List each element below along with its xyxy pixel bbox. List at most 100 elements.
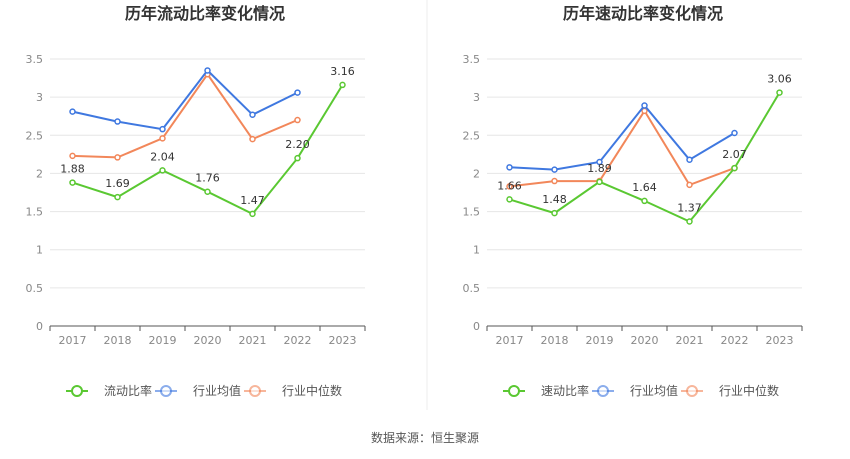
y-tick-label: 2.5 — [26, 129, 44, 142]
data-point-industry_avg — [159, 125, 166, 133]
y-tick-label: 0 — [36, 320, 43, 333]
y-tick-label: 0 — [473, 320, 480, 333]
data-point-company — [249, 210, 256, 218]
data-point-industry_avg — [731, 129, 738, 137]
data-label: 2.07 — [722, 148, 747, 161]
data-point-company — [776, 89, 783, 96]
data-point-company — [596, 178, 603, 186]
data-point-industry_avg — [204, 67, 211, 74]
data-label: 2.04 — [150, 150, 175, 163]
data-point-industry_avg — [641, 102, 648, 109]
data-label: 1.76 — [195, 172, 220, 185]
data-label: 1.48 — [542, 193, 567, 206]
x-tick-label: 2023 — [766, 334, 794, 347]
x-tick-label: 2021 — [239, 334, 267, 347]
data-label: 1.69 — [105, 177, 130, 190]
series-line-industry_median — [509, 109, 735, 188]
data-point-company — [159, 167, 166, 174]
data-point-company — [686, 218, 693, 225]
data-point-company — [339, 81, 346, 89]
x-tick-label: 2022 — [284, 334, 312, 347]
source-label: 数据来源：恒生聚源 — [371, 430, 479, 445]
y-tick-label: 1.5 — [463, 206, 481, 219]
legend-marker-industry_avg — [160, 385, 172, 397]
chart-panel-2: 历年速动比率变化情况 0 0.5 1 1.5 2 2.5 3 3.5 2017 2018 2019 20… — [463, 4, 803, 398]
x-tick-label: 2018 — [541, 334, 569, 347]
x-tick-label: 2019 — [586, 334, 614, 347]
data-label: 1.37 — [677, 201, 702, 214]
legend-label: 行业中位数 — [282, 383, 342, 398]
x-tick-label: 2018 — [104, 334, 132, 347]
data-label: 1.89 — [587, 162, 612, 175]
data-point-industry_median — [69, 152, 76, 160]
legend-marker-industry_median — [686, 385, 698, 397]
y-tick-label: 3 — [473, 91, 480, 104]
data-point-industry_avg — [551, 166, 558, 173]
data-point-industry_avg — [294, 89, 301, 96]
legend-label: 行业均值 — [193, 383, 241, 398]
data-point-company — [506, 196, 513, 203]
data-point-industry_median — [506, 183, 513, 190]
data-point-industry_median — [294, 116, 301, 124]
legend-marker-company — [71, 385, 83, 397]
chart-title: 历年流动比率变化情况 — [125, 4, 285, 23]
x-tick-label: 2017 — [496, 334, 524, 347]
y-tick-label: 2.5 — [463, 129, 481, 142]
y-tick-label: 1 — [473, 244, 480, 257]
x-tick-label: 2023 — [329, 334, 357, 347]
data-label: 1.66 — [497, 179, 522, 192]
data-point-industry_median — [551, 177, 558, 185]
series-line-industry_avg — [509, 103, 736, 171]
data-point-industry_avg — [69, 108, 76, 115]
chart-title: 历年速动比率变化情况 — [563, 4, 723, 23]
y-tick-label: 0.5 — [463, 282, 481, 295]
data-point-industry_avg — [596, 158, 603, 166]
x-tick-label: 2017 — [59, 334, 87, 347]
data-point-industry_avg — [506, 164, 513, 171]
data-point-company — [731, 164, 738, 172]
x-tick-label: 2020 — [194, 334, 222, 347]
legend-label: 行业均值 — [630, 383, 678, 398]
data-point-company — [114, 193, 121, 201]
data-label: 1.64 — [632, 181, 657, 194]
data-point-industry_median — [114, 154, 121, 161]
series-line-industry_avg — [72, 68, 298, 131]
legend-label: 行业中位数 — [719, 383, 779, 398]
y-tick-label: 3.5 — [26, 53, 44, 66]
legend-marker-industry_avg — [597, 385, 609, 397]
data-point-company — [551, 209, 558, 217]
data-point-industry_median — [159, 135, 166, 142]
y-tick-label: 3.5 — [463, 53, 481, 66]
legend-label: 速动比率 — [541, 383, 589, 398]
data-point-industry_median — [686, 181, 693, 189]
data-label: 1.88 — [60, 163, 85, 176]
y-tick-label: 1 — [36, 244, 43, 257]
data-point-industry_avg — [249, 111, 256, 118]
legend-label: 流动比率 — [104, 383, 152, 398]
y-tick-label: 1.5 — [26, 206, 44, 219]
x-tick-label: 2019 — [149, 334, 177, 347]
data-label: 3.06 — [767, 73, 792, 86]
data-point-industry_avg — [686, 156, 693, 163]
data-point-company — [294, 154, 301, 162]
y-tick-label: 2 — [36, 167, 43, 180]
data-point-industry_avg — [114, 118, 121, 125]
data-label: 1.47 — [240, 194, 265, 207]
data-label: 2.20 — [285, 138, 310, 151]
series-line-industry_median — [72, 72, 298, 159]
x-tick-label: 2022 — [721, 334, 749, 347]
data-point-company — [69, 179, 76, 186]
y-tick-label: 0.5 — [26, 282, 44, 295]
data-label: 3.16 — [330, 65, 355, 78]
data-point-company — [204, 188, 211, 195]
x-tick-label: 2020 — [631, 334, 659, 347]
x-tick-label: 2021 — [676, 334, 704, 347]
y-tick-label: 2 — [473, 167, 480, 180]
legend-marker-industry_median — [249, 385, 261, 397]
data-point-industry_median — [249, 135, 256, 143]
chart-panel-1: 历年流动比率变化情况 0 0.5 1 1.5 2 2.5 3 3.5 2017 2018 2019 20… — [26, 4, 366, 398]
y-tick-label: 3 — [36, 91, 43, 104]
data-point-company — [641, 197, 648, 205]
legend-marker-company — [508, 385, 520, 397]
